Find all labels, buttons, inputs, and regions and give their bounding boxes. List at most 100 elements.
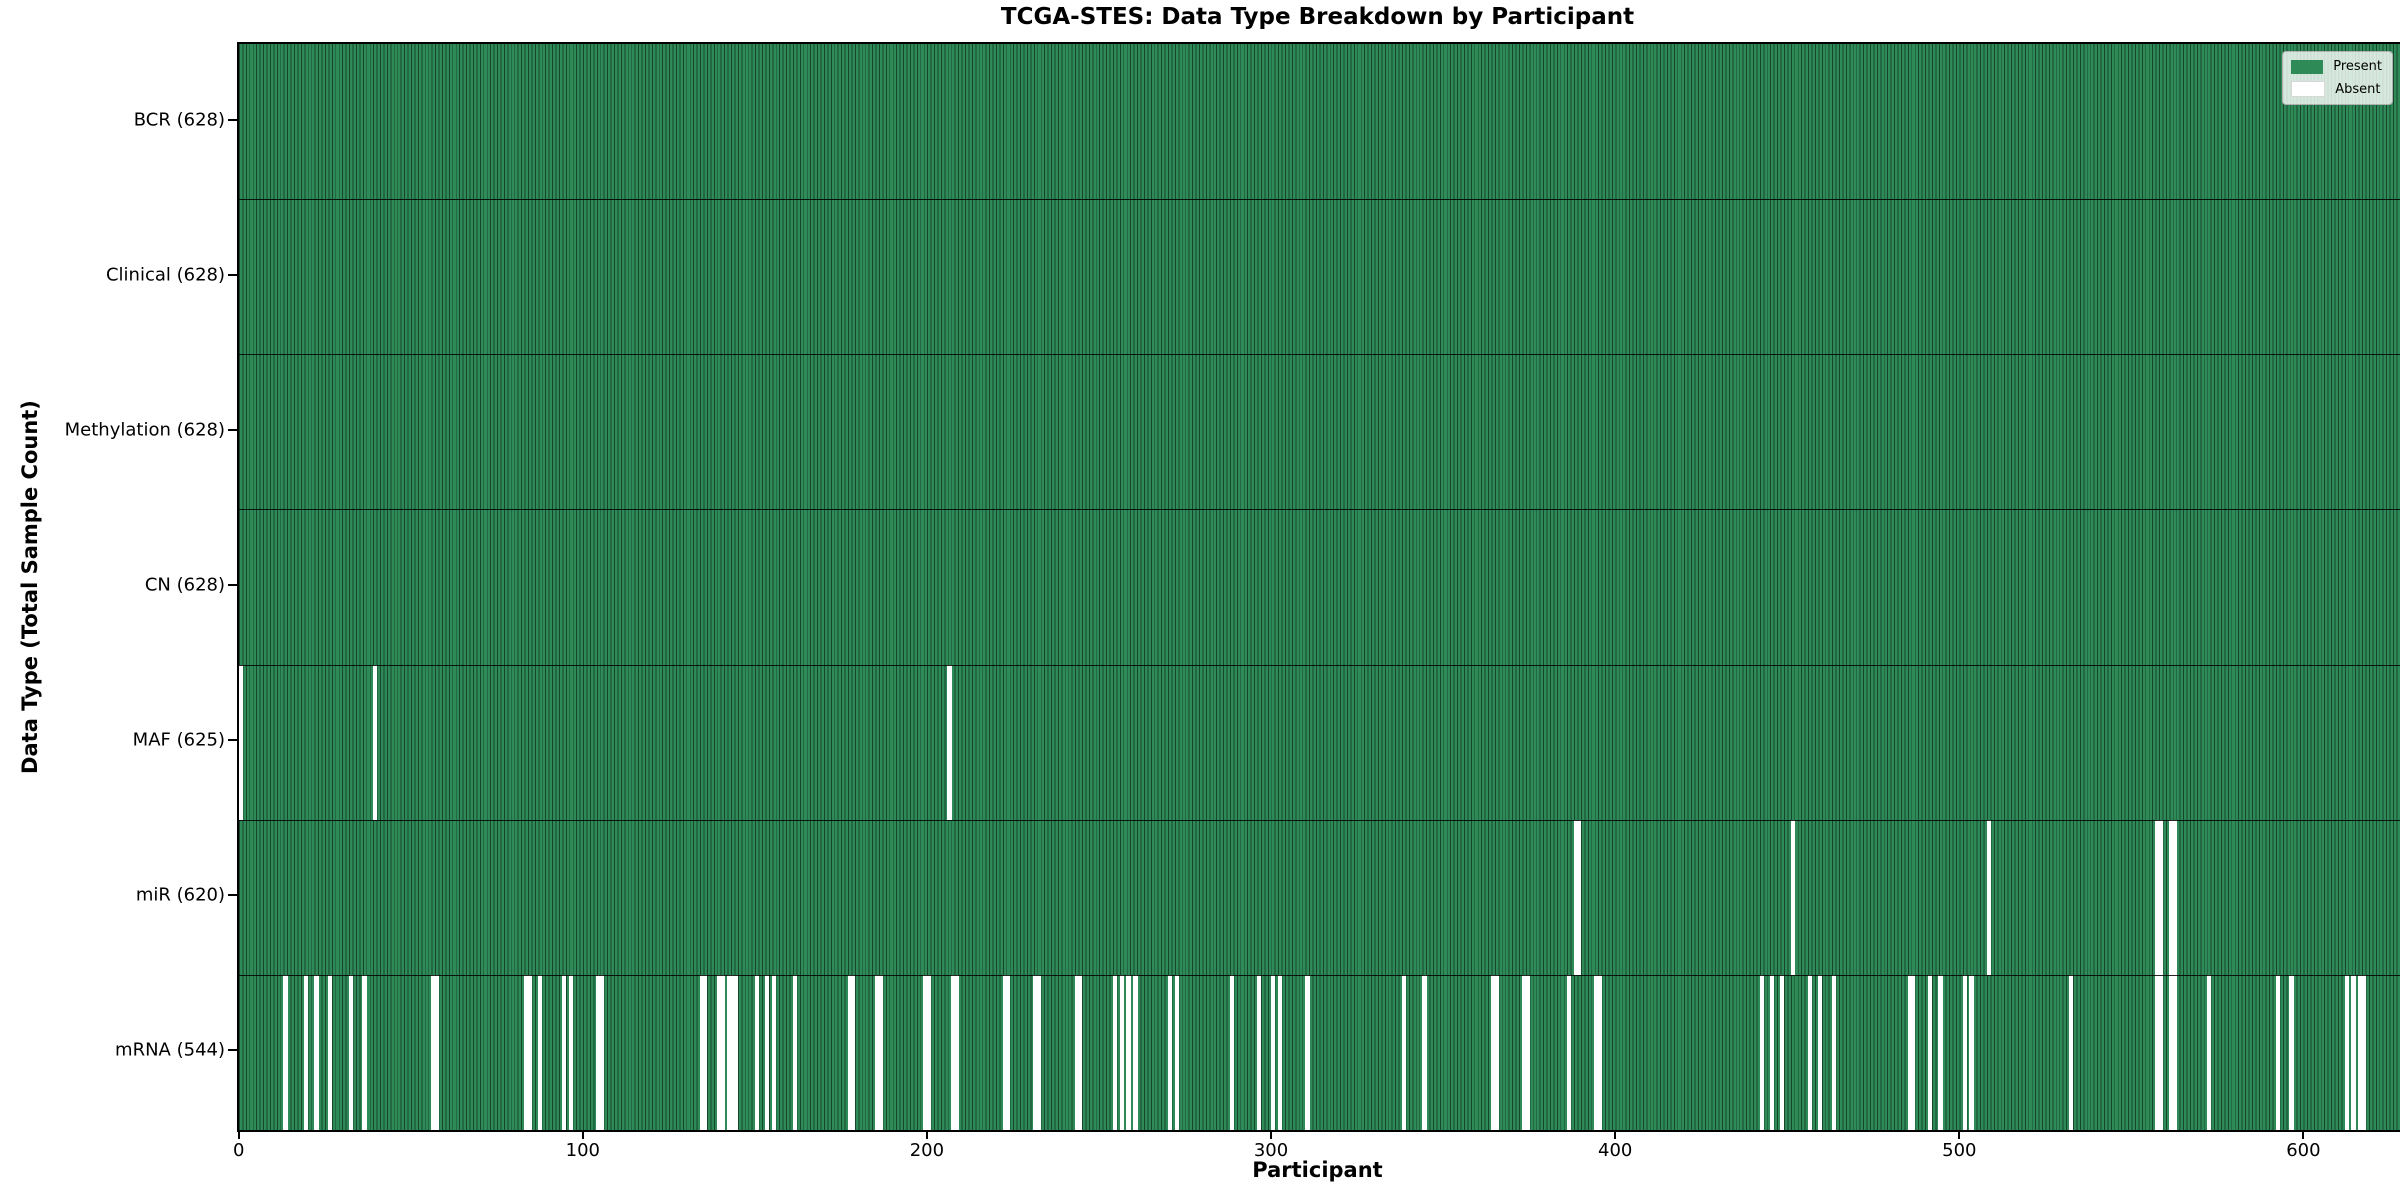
absent-stripe-mRNA-186 (878, 974, 883, 1130)
absent-stripe-mRNA-338 (1401, 974, 1406, 1130)
row-band-CN (239, 509, 2400, 665)
absent-stripe-mRNA-463 (1831, 974, 1837, 1130)
absent-stripe-mRNA-56 (431, 974, 436, 1130)
absent-stripe-mRNA-87 (537, 974, 543, 1130)
absent-stripe-MAF-39 (372, 664, 378, 820)
absent-stripe-mRNA-394 (1594, 974, 1599, 1130)
absent-stripe-miR-388 (1573, 819, 1578, 975)
absent-stripe-mRNA-96 (568, 974, 574, 1130)
y-tick-label-MAF: MAF (625) (132, 729, 225, 751)
absent-stripe-miR-558 (2158, 819, 2163, 975)
absent-stripe-mRNA-258 (1126, 974, 1131, 1130)
absent-stripe-mRNA-104 (596, 974, 601, 1130)
absent-stripe-mRNA-223 (1005, 974, 1011, 1130)
absent-stripe-mRNA-300 (1270, 974, 1276, 1130)
absent-stripe-mRNA-105 (599, 974, 605, 1130)
absent-stripe-mRNA-617 (2361, 974, 2366, 1130)
absent-stripe-mRNA-140 (720, 974, 725, 1130)
absent-stripe-mRNA-395 (1597, 974, 1603, 1130)
absent-stripe-mRNA-142 (727, 974, 732, 1130)
absent-stripe-mRNA-199 (923, 974, 928, 1130)
chart-title: TCGA-STES: Data Type Breakdown by Partic… (1000, 4, 1635, 30)
absent-stripe-mRNA-503 (1969, 974, 1974, 1130)
plot-area: Present Absent (237, 42, 2400, 1132)
absent-stripe-miR-562 (2172, 819, 2177, 975)
absent-stripe-mRNA-272 (1174, 974, 1179, 1130)
absent-stripe-mRNA-612 (2344, 974, 2349, 1130)
absent-stripe-mRNA-364 (1491, 974, 1496, 1130)
absent-stripe-mRNA-256 (1119, 974, 1124, 1130)
absent-stripe-mRNA-144 (734, 974, 739, 1130)
y-tick-mark (228, 428, 237, 431)
absent-stripe-mRNA-222 (1002, 974, 1007, 1130)
y-tick-label-BCR: BCR (628) (133, 109, 225, 131)
absent-stripe-mRNA-557 (2155, 974, 2160, 1130)
absent-stripe-mRNA-231 (1033, 974, 1038, 1130)
absent-stripe-mRNA-558 (2158, 974, 2163, 1130)
absent-stripe-mRNA-442 (1759, 974, 1764, 1130)
x-tick-label-500: 500 (1942, 1140, 1977, 1161)
legend: Present Absent (2282, 51, 2393, 105)
absent-stripe-mRNA-84 (527, 974, 532, 1130)
absent-stripe-miR-557 (2155, 819, 2160, 975)
y-tick-label-Methylation: Methylation (628) (64, 419, 225, 441)
y-tick-mark (228, 118, 237, 121)
absent-stripe-mRNA-532 (2069, 974, 2074, 1130)
absent-stripe-miR-389 (1577, 819, 1582, 975)
absent-stripe-mRNA-486 (1910, 974, 1916, 1130)
absent-stripe-mRNA-344 (1422, 974, 1427, 1130)
absent-stripe-mRNA-134 (699, 974, 704, 1130)
row-band-MAF (238, 664, 2400, 820)
absent-swatch-icon (2291, 81, 2326, 97)
absent-stripe-mRNA-302 (1277, 974, 1283, 1130)
absent-stripe-MAF-0 (238, 664, 243, 820)
absent-stripe-mRNA-36 (362, 974, 367, 1130)
absent-stripe-mRNA-94 (562, 974, 567, 1130)
absent-stripe-mRNA-456 (1807, 974, 1812, 1130)
absent-stripe-mRNA-260 (1133, 974, 1138, 1130)
absent-stripe-mRNA-459 (1818, 974, 1823, 1130)
row-band-BCR (239, 44, 2400, 200)
x-tick-mark (581, 1130, 584, 1139)
absent-stripe-mRNA-153 (765, 974, 770, 1130)
absent-stripe-MAF-206 (947, 664, 952, 820)
absent-stripe-mRNA-13 (283, 974, 288, 1130)
x-tick-label-600: 600 (2286, 1140, 2321, 1161)
y-tick-label-CN: CN (628) (144, 574, 225, 596)
absent-stripe-mRNA-57 (434, 974, 439, 1130)
absent-stripe-mRNA-386 (1566, 974, 1572, 1130)
absent-stripe-mRNA-243 (1074, 974, 1079, 1130)
absent-stripe-mRNA-139 (716, 974, 722, 1130)
legend-entry-absent: Absent (2291, 81, 2382, 97)
y-tick-mark (228, 273, 237, 276)
absent-stripe-mRNA-200 (926, 974, 932, 1130)
absent-stripe-mRNA-614 (2351, 974, 2356, 1130)
absent-stripe-mRNA-32 (348, 974, 353, 1130)
row-band-mRNA (239, 974, 2400, 1130)
row-band-Clinical (239, 199, 2400, 355)
x-tick-mark (1614, 1130, 1617, 1139)
y-tick-mark (228, 739, 237, 742)
absent-stripe-mRNA-208 (954, 974, 959, 1130)
absent-stripe-mRNA-448 (1780, 974, 1785, 1130)
absent-stripe-miR-508 (1986, 819, 1991, 975)
y-tick-mark (228, 1049, 237, 1052)
x-tick-mark (2302, 1130, 2305, 1139)
y-tick-label-mRNA: mRNA (544) (115, 1039, 225, 1061)
absent-stripe-mRNA-374 (1525, 974, 1530, 1130)
row-separator (239, 974, 2400, 976)
absent-stripe-mRNA-592 (2275, 974, 2280, 1130)
absent-stripe-mRNA-135 (703, 974, 708, 1130)
absent-stripe-mRNA-365 (1494, 974, 1499, 1130)
absent-stripe-mRNA-445 (1769, 974, 1775, 1130)
absent-stripe-mRNA-150 (754, 974, 759, 1130)
absent-stripe-miR-561 (2169, 819, 2174, 975)
y-axis-label: Data Type (Total Sample Count) (18, 400, 42, 774)
x-tick-label-0: 0 (232, 1140, 245, 1161)
absent-stripe-mRNA-572 (2206, 974, 2212, 1130)
row-separator (239, 819, 2400, 821)
row-separator (239, 509, 2400, 511)
absent-stripe-mRNA-310 (1305, 974, 1310, 1130)
absent-stripe-mRNA-270 (1167, 974, 1172, 1130)
absent-stripe-mRNA-185 (875, 974, 880, 1130)
